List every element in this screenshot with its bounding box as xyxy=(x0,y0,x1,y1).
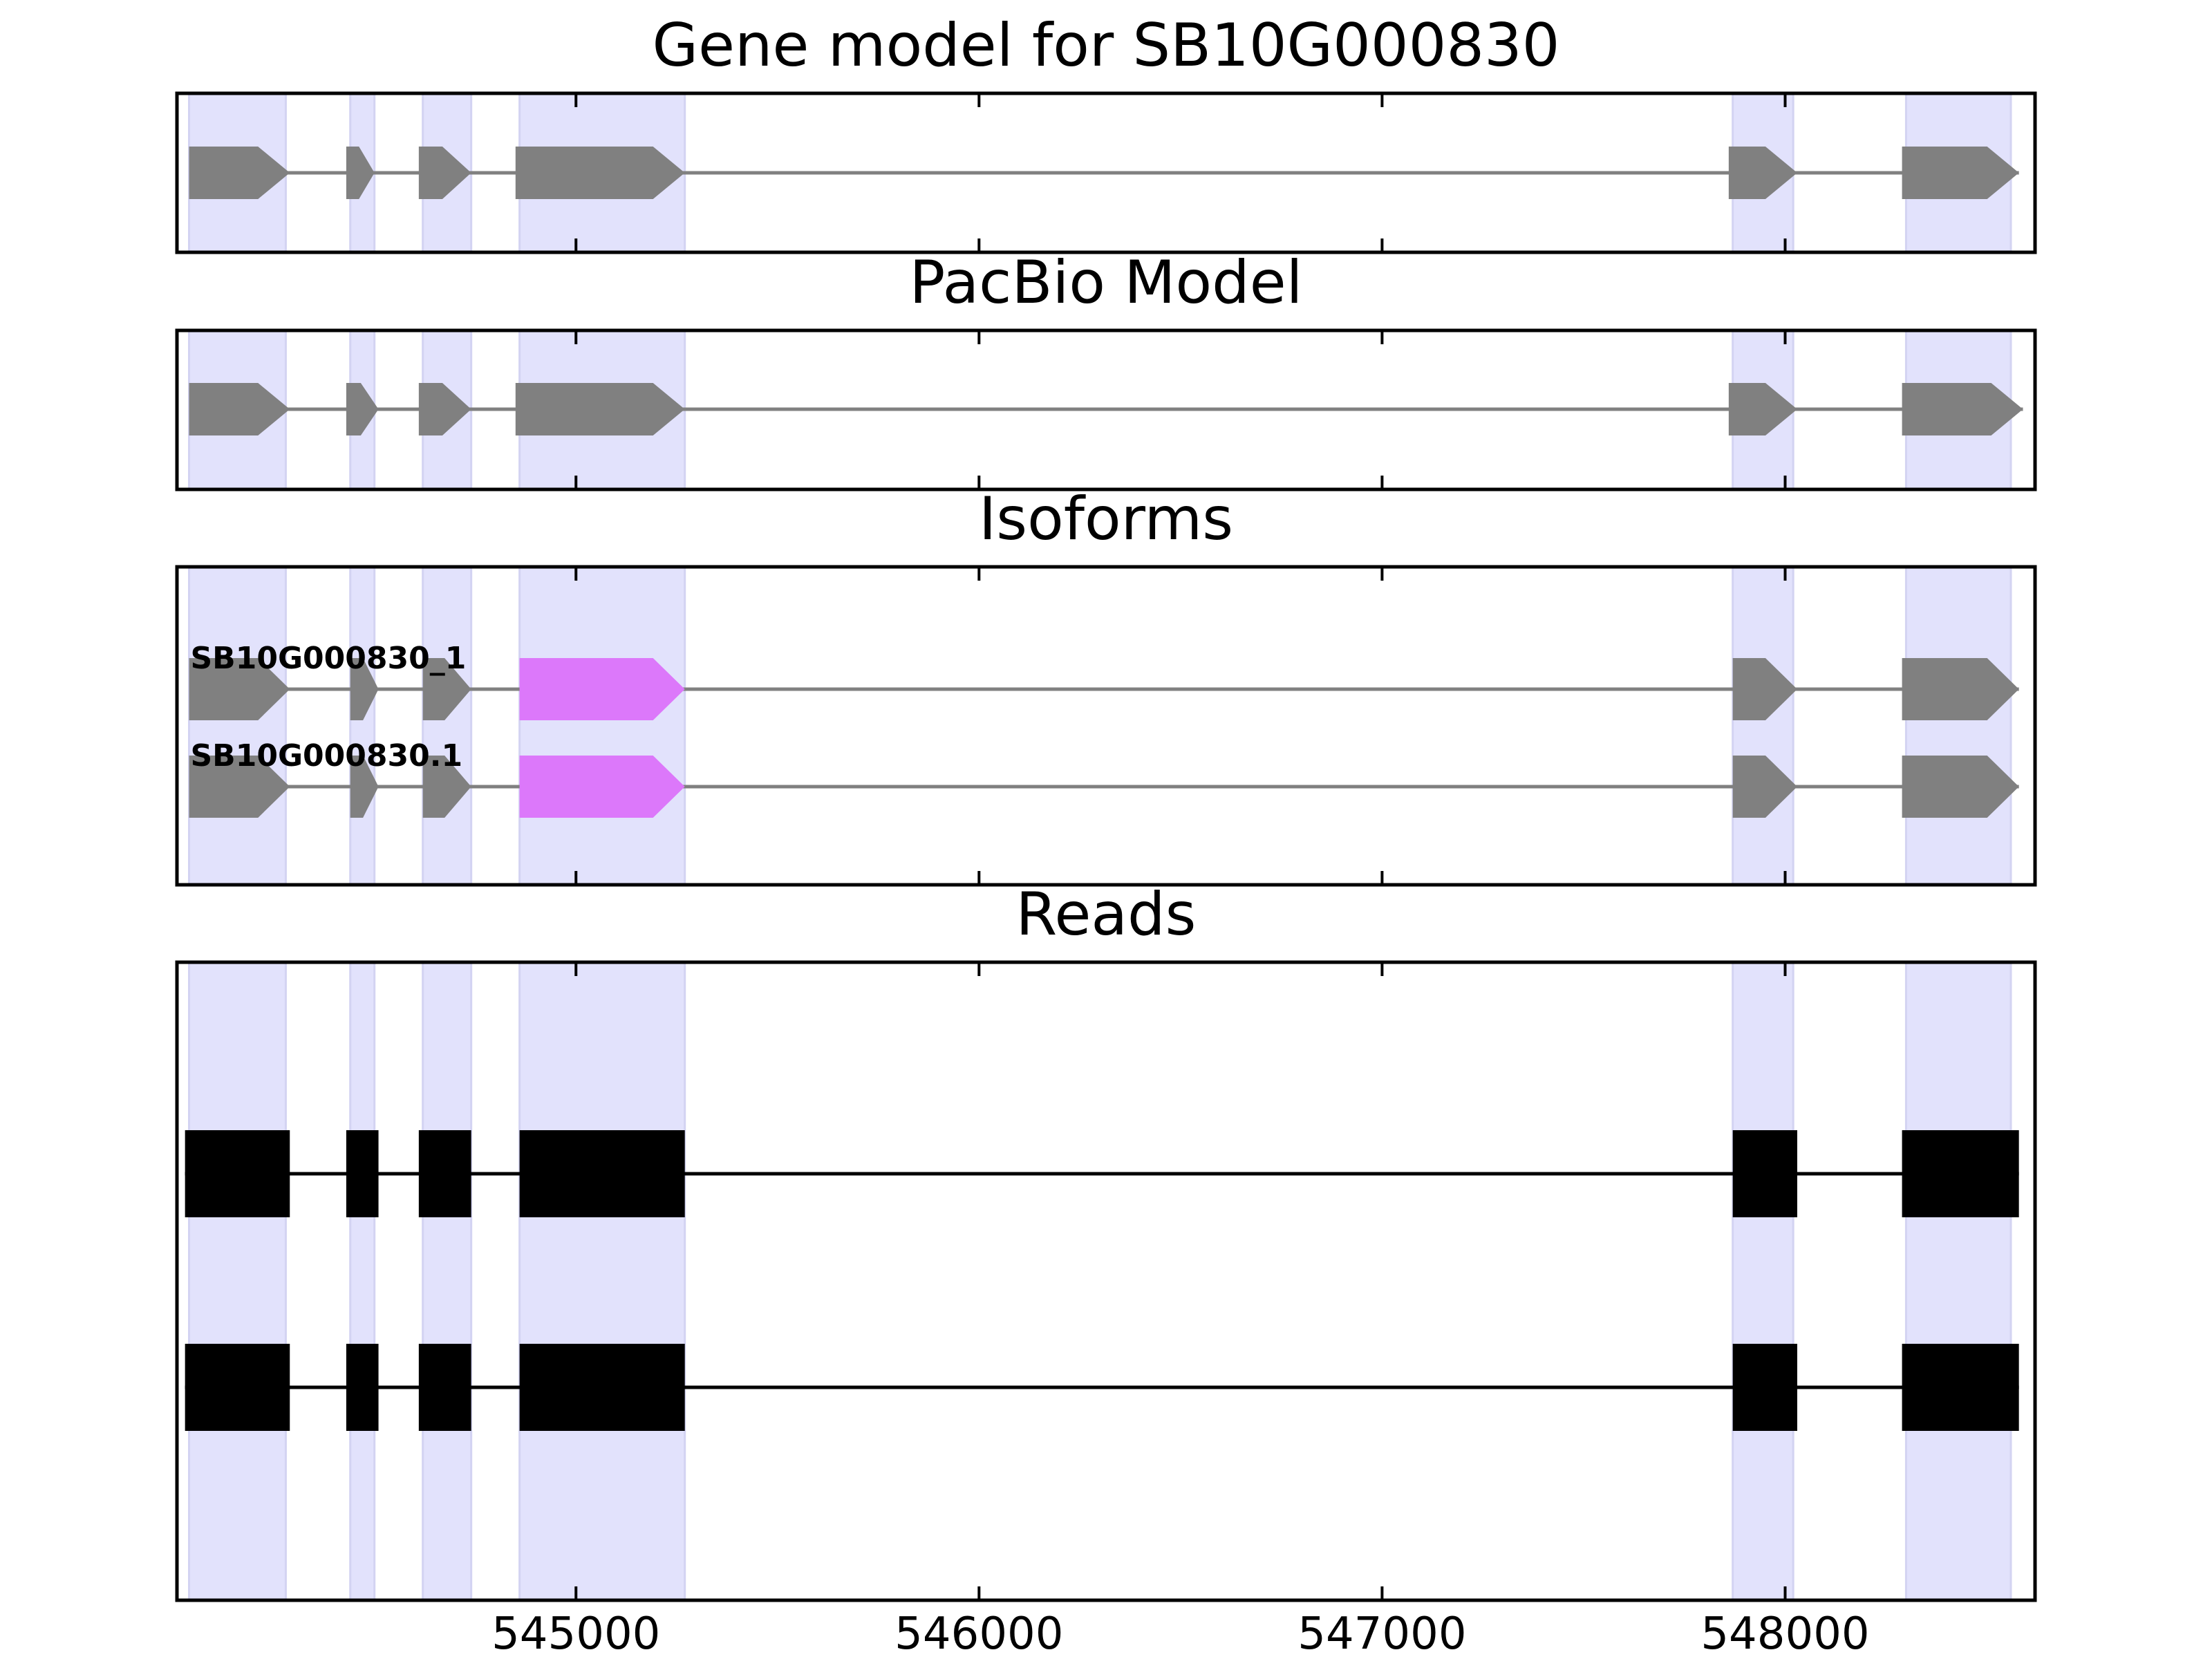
x-tick-label: 547000 xyxy=(1297,1609,1466,1659)
exon-arrow xyxy=(422,658,471,720)
shaded-region xyxy=(187,565,287,886)
shaded-region xyxy=(1732,565,1794,886)
read-block xyxy=(1902,1130,2019,1217)
exon-arrow xyxy=(350,658,379,720)
panel-frame xyxy=(175,91,2037,254)
shaded-region xyxy=(518,961,686,1602)
exon-arrow xyxy=(189,658,290,720)
shaded-region xyxy=(518,565,686,886)
exon-arrow xyxy=(1902,383,2023,435)
shaded-region xyxy=(1904,565,2012,886)
exon-arrow xyxy=(189,383,290,435)
panel-frame xyxy=(175,565,2037,887)
x-tick-label: 548000 xyxy=(1700,1609,1869,1659)
exon-arrow xyxy=(346,383,379,435)
exon-arrow xyxy=(1902,756,2019,818)
panel-title-pacbio-model: PacBio Model xyxy=(909,248,1302,317)
isoform-label: SB10G000830_1 xyxy=(190,641,466,676)
exon-arrow xyxy=(418,383,471,435)
exon-arrow xyxy=(1902,147,2019,199)
panel-title-gene-model: Gene model for SB10G000830 xyxy=(653,11,1560,80)
x-tick-label: 545000 xyxy=(491,1609,660,1659)
panel-pacbio-model xyxy=(175,328,2037,491)
shaded-region xyxy=(1732,961,1794,1602)
shaded-region xyxy=(422,565,473,886)
exon-arrow xyxy=(1732,756,1797,818)
panel-title-reads: Reads xyxy=(1016,880,1197,949)
exon-arrow xyxy=(1732,658,1797,720)
exon-arrow-highlighted xyxy=(519,658,685,720)
exon-arrow xyxy=(350,756,379,818)
read-block xyxy=(1902,1344,2019,1431)
exon-arrow xyxy=(515,147,685,199)
shaded-region xyxy=(187,961,287,1602)
exon-arrow xyxy=(189,756,290,818)
exon-arrow xyxy=(515,383,685,435)
read-block xyxy=(1732,1344,1797,1431)
panel-reads xyxy=(175,960,2037,1602)
exon-arrow xyxy=(189,147,290,199)
read-block xyxy=(346,1344,379,1431)
x-tick-label: 546000 xyxy=(894,1609,1063,1659)
exon-arrow xyxy=(418,147,471,199)
read-block xyxy=(346,1130,379,1217)
panel-frame xyxy=(175,960,2037,1602)
exon-arrow xyxy=(1902,658,2019,720)
shaded-region xyxy=(349,565,376,886)
read-block xyxy=(418,1344,471,1431)
exon-arrow-highlighted xyxy=(519,756,685,818)
panel-gene-model xyxy=(175,91,2037,254)
read-block xyxy=(185,1344,290,1431)
shaded-region xyxy=(422,961,473,1602)
isoform-label: SB10G000830.1 xyxy=(190,738,462,774)
read-block xyxy=(1732,1130,1797,1217)
x-axis: 545000 546000 547000 548000 xyxy=(491,1609,1870,1659)
exon-arrow xyxy=(1728,383,1797,435)
panel-frame xyxy=(175,328,2037,491)
read-block xyxy=(185,1130,290,1217)
shaded-region xyxy=(349,961,376,1602)
exon-arrow xyxy=(1728,147,1797,199)
exon-arrow xyxy=(346,147,375,199)
panels-layer: SB10G000830_1 SB10G000830.1 xyxy=(175,91,2037,1602)
read-block xyxy=(519,1130,685,1217)
panel-title-isoforms: Isoforms xyxy=(979,485,1233,554)
panel-isoforms: SB10G000830_1 SB10G000830.1 xyxy=(175,565,2037,887)
exon-arrow xyxy=(422,756,471,818)
shaded-region xyxy=(1904,961,2012,1602)
read-block xyxy=(519,1344,685,1431)
read-block xyxy=(418,1130,471,1217)
